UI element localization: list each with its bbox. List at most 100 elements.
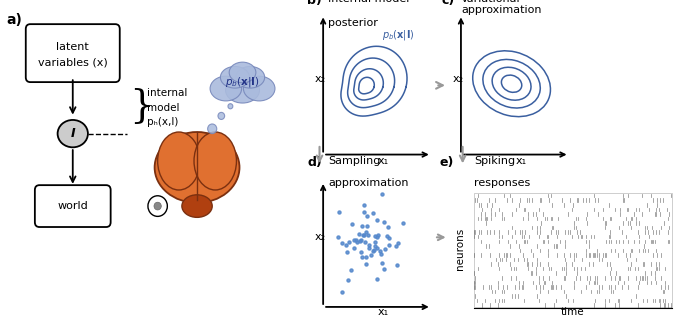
Point [369, 244, 380, 249]
Point [382, 225, 393, 230]
Text: responses: responses [474, 178, 531, 188]
Point [342, 249, 353, 254]
Text: neurons: neurons [455, 228, 465, 270]
Point [362, 213, 373, 218]
Text: Spiking: Spiking [474, 156, 515, 166]
Point [369, 247, 380, 252]
Text: pₕ(x,I): pₕ(x,I) [147, 117, 178, 128]
Point [377, 260, 388, 266]
Text: latent: latent [56, 42, 89, 52]
Point [367, 211, 378, 216]
Ellipse shape [220, 66, 249, 88]
Text: world: world [57, 201, 88, 211]
Ellipse shape [154, 132, 240, 203]
Text: e): e) [440, 156, 454, 169]
Point [343, 239, 354, 244]
FancyBboxPatch shape [35, 185, 111, 227]
Point [358, 210, 369, 215]
Point [358, 232, 369, 237]
Point [397, 221, 408, 226]
Circle shape [148, 196, 167, 216]
Point [375, 251, 386, 257]
Text: x₁: x₁ [378, 307, 389, 317]
Point [391, 243, 402, 249]
Ellipse shape [158, 132, 200, 190]
Text: a): a) [6, 13, 22, 27]
Text: x₁: x₁ [515, 156, 527, 166]
FancyBboxPatch shape [25, 24, 120, 82]
Point [351, 240, 362, 245]
Text: approximation: approximation [328, 178, 409, 188]
Text: b): b) [307, 0, 322, 6]
Point [349, 238, 360, 243]
Point [378, 266, 389, 271]
Point [354, 238, 365, 243]
Text: x₁: x₁ [378, 156, 389, 166]
Ellipse shape [58, 120, 88, 147]
Text: internal: internal [147, 88, 187, 99]
Ellipse shape [225, 77, 260, 103]
Point [361, 229, 372, 234]
Point [368, 249, 379, 254]
Point [358, 232, 369, 237]
Ellipse shape [243, 76, 275, 101]
Text: I: I [70, 127, 75, 140]
Point [361, 255, 372, 260]
Point [360, 240, 371, 245]
Point [351, 237, 362, 242]
Text: }: } [129, 88, 154, 125]
Text: variables (x): variables (x) [38, 58, 107, 68]
Point [356, 237, 367, 242]
Text: c): c) [442, 0, 455, 6]
Text: Internal model: Internal model [328, 0, 409, 4]
Point [371, 276, 382, 281]
Text: x₂: x₂ [315, 74, 326, 84]
Point [383, 243, 394, 248]
Ellipse shape [194, 132, 236, 190]
Point [333, 234, 344, 239]
Bar [474, 193, 672, 307]
Text: Sampling: Sampling [328, 156, 380, 166]
Point [362, 232, 373, 237]
Circle shape [228, 104, 233, 109]
Point [370, 240, 381, 245]
Point [380, 247, 391, 252]
Text: posterior: posterior [328, 18, 378, 28]
Text: $p_b(\mathbf{x}|\mathbf{I})$: $p_b(\mathbf{x}|\mathbf{I})$ [225, 75, 260, 89]
Point [342, 278, 353, 283]
Ellipse shape [182, 195, 212, 217]
Point [371, 217, 382, 222]
Point [333, 209, 344, 214]
Point [364, 246, 375, 251]
Circle shape [218, 112, 225, 119]
Point [366, 253, 377, 258]
Ellipse shape [210, 76, 242, 101]
Point [347, 222, 358, 227]
Point [369, 233, 380, 239]
Point [341, 242, 352, 247]
Circle shape [154, 202, 161, 210]
Point [353, 232, 364, 237]
Text: $p_b(\mathbf{x}|\mathbf{I})$: $p_b(\mathbf{x}|\mathbf{I})$ [382, 28, 414, 43]
Point [382, 233, 393, 239]
Point [360, 262, 371, 267]
Point [337, 289, 348, 295]
Text: x₂: x₂ [453, 74, 464, 84]
Point [371, 234, 382, 239]
Point [376, 192, 387, 197]
Point [348, 245, 359, 251]
Text: d): d) [307, 156, 322, 169]
Point [374, 248, 385, 253]
Point [345, 267, 356, 272]
Point [364, 243, 375, 248]
Point [379, 220, 390, 225]
Ellipse shape [229, 62, 256, 83]
Point [371, 245, 382, 250]
Point [336, 241, 347, 246]
Point [391, 262, 402, 267]
Text: time: time [561, 307, 585, 317]
Point [372, 233, 383, 238]
Text: model: model [147, 103, 180, 113]
Point [357, 255, 368, 260]
Point [358, 203, 369, 208]
